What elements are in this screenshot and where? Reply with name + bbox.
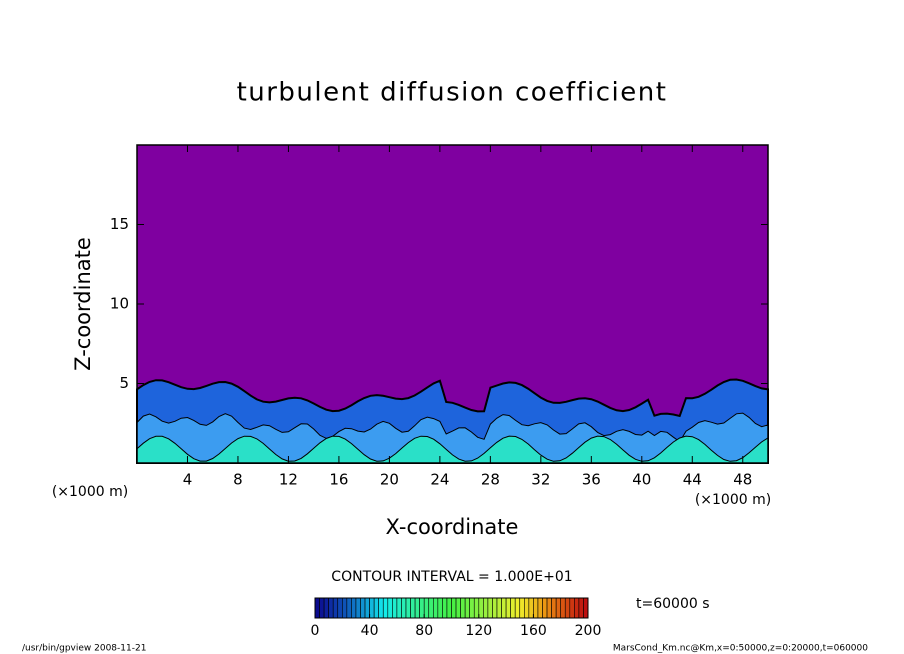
y-tick-label: 5 [119,374,129,392]
colorbar-stripe [546,597,552,619]
x-axis-label: X-coordinate [386,515,519,539]
colorbar-stripe [360,597,366,619]
colorbar-stripe [428,597,434,619]
footer-right: MarsCond_Km.nc@Km,x=0:50000,z=0:20000,t=… [613,644,868,654]
y-tick-label: 15 [110,215,129,233]
x-tick-label: 28 [481,471,500,489]
colorbar-tick-label: 40 [361,623,379,639]
colorbar-stripe [314,597,320,619]
x-tick-label: 24 [430,471,449,489]
colorbar-stripe [373,597,379,619]
x-tick-label: 4 [183,471,193,489]
colorbar-stripe [332,597,339,619]
colorbar-stripe [346,597,352,619]
colorbar-stripe [469,597,475,619]
colorbar-stripe [560,597,566,619]
colorbar-stripe [446,597,452,619]
colorbar-stripe [483,597,489,619]
colorbar-stripe [355,597,361,619]
colorbar-stripe [578,597,584,619]
colorbar-tick-label: 200 [575,623,602,639]
colorbar-stripe [569,597,575,619]
x-unit: (×1000 m) [695,492,771,508]
colorbar-stripe [432,597,439,619]
colorbar-stripe [337,597,343,619]
colorbar-stripe [382,597,389,619]
colorbar-stripe [451,597,457,619]
x-tick-label: 48 [733,471,752,489]
colorbar-stripe [473,597,480,619]
colorbar-stripe [442,597,448,619]
colorbar-stripe [523,597,530,619]
colorbar-tick-label: 80 [415,623,433,639]
colorbar-stripe [414,597,420,619]
colorbar-stripe [583,597,589,619]
y-tick-label: 10 [110,295,129,313]
colorbar-stripe [496,597,502,619]
y-axis-label: Z-coordinate [71,237,95,371]
colorbar-stripe [323,597,329,619]
colorbar-stripe [405,597,411,619]
colorbar-stripe [410,597,416,619]
colorbar-frame [314,597,589,619]
colorbar-stripe [423,597,430,619]
colorbar-stripe [396,597,402,619]
colorbar-stripe [319,597,325,619]
colorbar-stripe [542,597,548,619]
colorbar-tick-label: 160 [520,623,547,639]
colorbar-tick-label: 0 [311,623,320,639]
x-tick-label: 16 [329,471,348,489]
low-layer [136,435,769,464]
colorbar-stripe [528,597,534,619]
footer-left: /usr/bin/gpview 2008-11-21 [22,644,146,654]
colorbar-stripe [455,597,461,619]
colorbar-stripe [501,597,507,619]
colorbar-stripe [537,597,543,619]
y-unit: (×1000 m) [52,484,128,500]
colorbar-stripe [401,597,407,619]
colorbar-stripe [419,597,425,619]
colorbar-stripe [464,597,470,619]
colorbar-stripe [514,597,521,619]
x-tick-label: 20 [380,471,399,489]
colorbar-stripe [392,597,398,619]
colorbar-stripe [564,597,571,619]
x-tick-label: 44 [683,471,702,489]
colorbar-stripe [574,597,580,619]
colorbar-stripe [551,597,557,619]
x-tick-label: 36 [582,471,601,489]
colorbar-stripe [533,597,539,619]
x-tick-label: 8 [233,471,243,489]
colorbar-stripe [369,597,375,619]
colorbar-stripe [510,597,516,619]
colorbar-stripe [505,597,511,619]
colorbar-stripe [378,597,384,619]
time-label: t=60000 s [636,596,710,612]
chart-title: turbulent diffusion coefficient [237,78,668,108]
contour-interval: CONTOUR INTERVAL = 1.000E+01 [331,569,572,585]
x-tick-label: 40 [632,471,651,489]
colorbar-stripe [492,597,498,619]
colorbar-stripe [364,597,370,619]
colorbar-stripe [437,597,443,619]
colorbar-stripe [519,597,525,619]
x-tick-label: 12 [279,471,298,489]
colorbar-stripe [487,597,493,619]
colorbar-stripe [341,597,348,619]
colorbar-stripe [555,597,562,619]
colorbar-stripe [328,597,334,619]
colorbar-stripe [387,597,393,619]
x-tick-label: 32 [531,471,550,489]
colorbar-tick-label: 120 [465,623,492,639]
colorbar-stripe [351,597,357,619]
colorbar-stripe [460,597,466,619]
colorbar-stripe [478,597,484,619]
